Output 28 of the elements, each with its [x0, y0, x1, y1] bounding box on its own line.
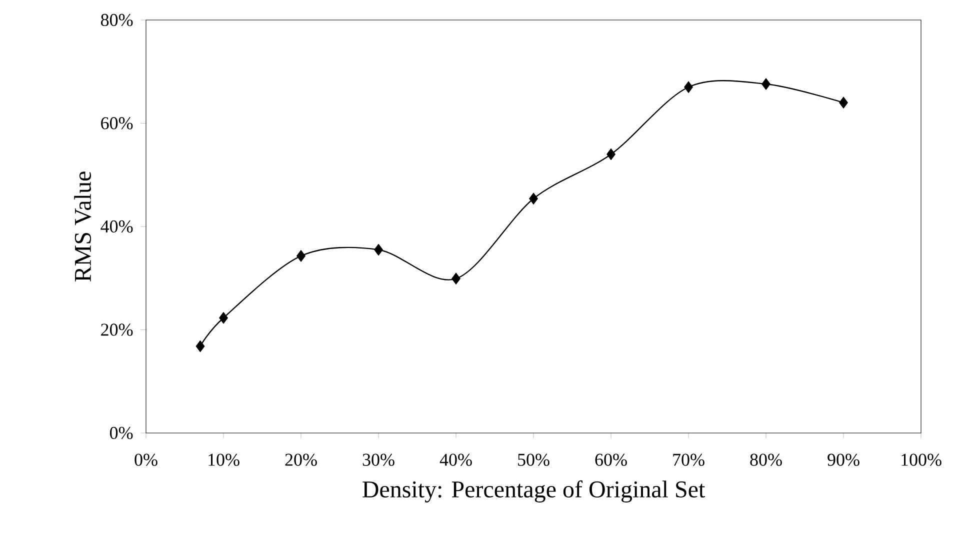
x-tick-label: 60% [595, 454, 627, 466]
x-tick-label: 0% [134, 454, 158, 466]
point [684, 81, 693, 93]
point [606, 148, 616, 160]
x-tick-label: 80% [750, 454, 782, 466]
point [839, 96, 848, 108]
point [296, 250, 306, 262]
x-tick-label: 10% [208, 454, 240, 466]
point [219, 312, 228, 324]
x-tick-label: 100% [902, 454, 942, 466]
x-tick-label: 90% [828, 454, 860, 466]
y-tick-label: 20% [101, 324, 133, 336]
point [529, 192, 538, 204]
point [762, 78, 770, 90]
y-tick-label: 40% [100, 220, 133, 233]
point [196, 340, 205, 352]
x-tick-label: 50% [518, 454, 550, 466]
x-tick-label: 70% [673, 454, 704, 466]
x-axis-title: Density: Percentage of Original Set [362, 480, 706, 502]
y-axis-title: RMS Value [74, 172, 92, 282]
x-tick-label: 40% [440, 454, 472, 466]
point [374, 244, 383, 256]
x-tick-label: 30% [362, 454, 394, 466]
y-tick-label: 0% [110, 426, 133, 440]
point [452, 272, 460, 285]
y-tick-label: 60% [101, 117, 133, 130]
x-tick-label: 20% [285, 454, 317, 466]
y-tick-label: 80% [100, 14, 133, 26]
